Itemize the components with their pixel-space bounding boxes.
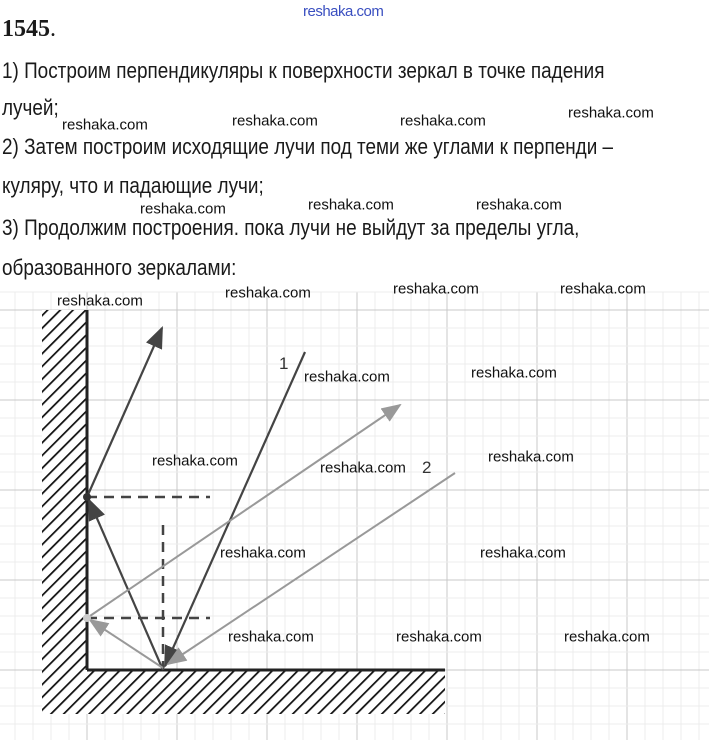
watermark: reshaka.com bbox=[393, 280, 479, 298]
header-watermark: reshaka.com bbox=[303, 3, 384, 20]
vertical-mirror-hatch bbox=[42, 310, 87, 714]
horizontal-mirror-hatch bbox=[87, 670, 445, 714]
watermark: reshaka.com bbox=[225, 284, 311, 302]
watermark: reshaka.com bbox=[471, 364, 557, 382]
ray-2-reflected-2 bbox=[86, 403, 402, 619]
watermark: reshaka.com bbox=[308, 196, 394, 214]
problem-number-value: 1545 bbox=[2, 16, 50, 42]
text-line-3: 2) Затем построим исходящие лучи под тем… bbox=[2, 134, 614, 159]
watermark: reshaka.com bbox=[152, 452, 238, 470]
text-line-4: куляру, что и падающие лучи; bbox=[2, 173, 264, 198]
watermark: reshaka.com bbox=[560, 280, 646, 298]
text-line-1: 1) Построим перпендикуляры к поверхности… bbox=[2, 58, 605, 83]
problem-number: 1545. bbox=[2, 16, 56, 43]
problem-number-suffix: . bbox=[50, 16, 56, 42]
text-line-5: 3) Продолжим построения. пока лучи не вы… bbox=[2, 215, 580, 240]
grid bbox=[0, 291, 709, 740]
watermark: reshaka.com bbox=[488, 448, 574, 466]
text-line-6: образованного зеркалами: bbox=[2, 255, 237, 280]
watermark: reshaka.com bbox=[228, 628, 314, 646]
ray-2-reflected-1 bbox=[88, 618, 164, 669]
watermark: reshaka.com bbox=[140, 200, 226, 218]
watermark: reshaka.com bbox=[476, 196, 562, 214]
ray-1-incident bbox=[163, 351, 307, 669]
watermark: reshaka.com bbox=[480, 544, 566, 562]
watermark: reshaka.com bbox=[568, 104, 654, 122]
watermark: reshaka.com bbox=[396, 628, 482, 646]
watermark: reshaka.com bbox=[232, 112, 318, 130]
watermark: reshaka.com bbox=[62, 116, 148, 134]
incidence-point-upper bbox=[83, 493, 91, 501]
watermark: reshaka.com bbox=[304, 368, 390, 386]
watermark: reshaka.com bbox=[57, 292, 143, 310]
watermark: reshaka.com bbox=[400, 112, 486, 130]
ray-2-label: 2 bbox=[422, 458, 432, 477]
watermark: reshaka.com bbox=[220, 544, 306, 562]
text-line-2: лучей; bbox=[2, 95, 59, 120]
incidence-point-lower bbox=[83, 614, 91, 622]
watermark: reshaka.com bbox=[564, 628, 650, 646]
ray-1-reflected-1 bbox=[87, 497, 165, 671]
watermark: reshaka.com bbox=[320, 459, 406, 477]
ray-1-label: 1 bbox=[279, 354, 289, 373]
ray-1-reflected-2 bbox=[85, 325, 164, 498]
ray-2-incident bbox=[166, 472, 456, 666]
